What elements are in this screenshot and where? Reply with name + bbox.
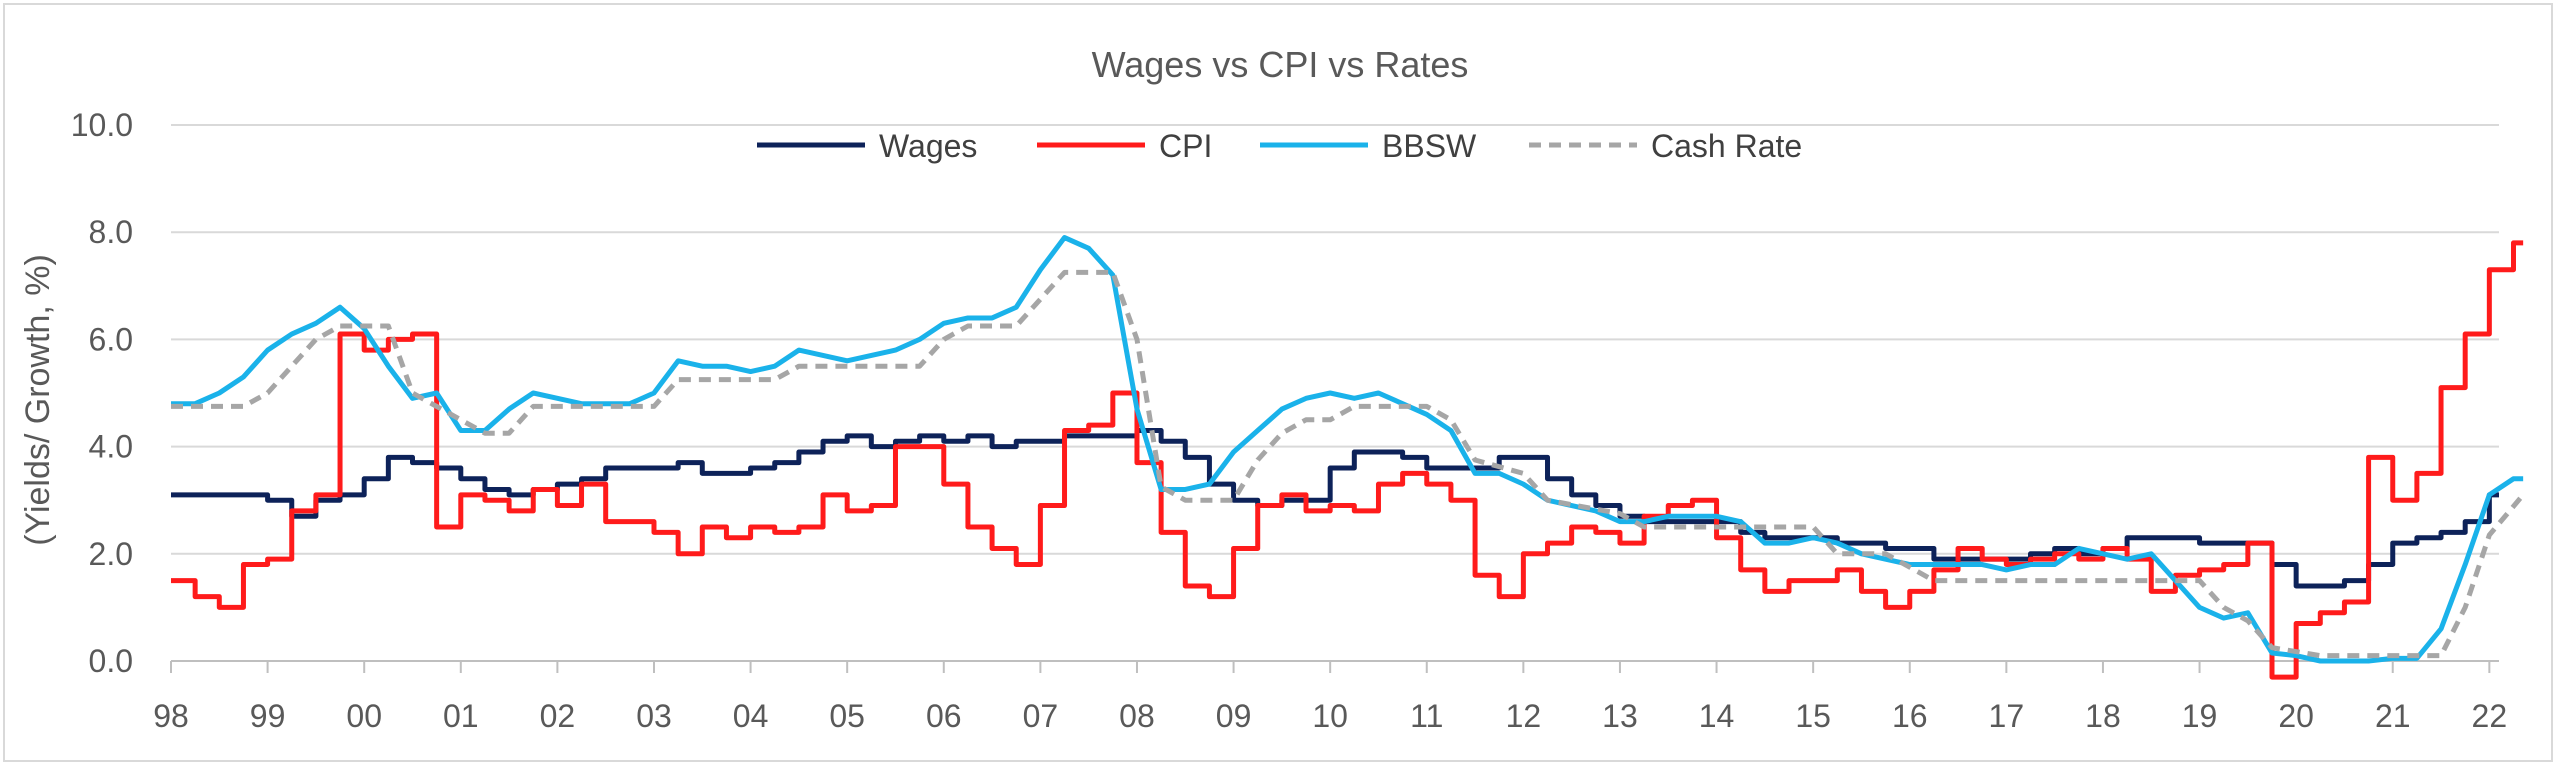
x-tick-label: 02 (540, 698, 576, 734)
legend-label: CPI (1159, 128, 1212, 164)
x-tick-label: 01 (443, 698, 479, 734)
legend-label: Wages (879, 128, 977, 164)
series-lines (171, 235, 2526, 680)
y-axis-label: (Yields/ Growth, %) (19, 254, 57, 546)
y-tick-label: 4.0 (89, 429, 133, 465)
x-tick-label: 18 (2085, 698, 2121, 734)
x-tick-label: 21 (2375, 698, 2411, 734)
y-axis-ticks: 0.0 2.0 4.0 6.0 8.0 10.0 (71, 107, 133, 679)
y-tick-label: 8.0 (89, 214, 133, 250)
line-chart: 0.0 2.0 4.0 6.0 8.0 10.0 98 99 00 01 02 03 04 05 06 07… (19, 44, 2526, 734)
x-tick-label: 03 (636, 698, 672, 734)
x-tick-label: 16 (1892, 698, 1928, 734)
x-axis: 98 99 00 01 02 03 04 05 06 07 08 09 10 11 12 13 14 15 16 17… (153, 660, 2508, 734)
y-tick-label: 6.0 (89, 321, 133, 357)
x-tick-label: 00 (346, 698, 382, 734)
x-tick-label: 15 (1795, 698, 1831, 734)
chart-title: Wages vs CPI vs Rates (1092, 44, 1469, 85)
legend-label: BBSW (1382, 128, 1477, 164)
x-tick-label: 22 (2472, 698, 2508, 734)
series-line-cpi (171, 240, 2524, 680)
x-tick-label: 04 (733, 698, 769, 734)
x-tick-label: 12 (1506, 698, 1542, 734)
series-line-cash-rate (171, 269, 2526, 659)
x-tick-label: 09 (1216, 698, 1252, 734)
x-tick-label: 17 (1989, 698, 2025, 734)
y-tick-label: 10.0 (71, 107, 133, 143)
y-tick-label: 0.0 (89, 643, 133, 679)
x-tick-label: 14 (1699, 698, 1735, 734)
x-tick-label: 07 (1023, 698, 1059, 734)
x-tick-label: 13 (1602, 698, 1638, 734)
x-tick-label: 08 (1119, 698, 1155, 734)
x-tick-label: 99 (250, 698, 286, 734)
series-line-bbsw (171, 235, 2524, 664)
legend-label: Cash Rate (1651, 128, 1802, 164)
x-tick-label: 98 (153, 698, 189, 734)
x-tick-label: 11 (1410, 698, 1443, 734)
x-tick-label: 10 (1312, 698, 1348, 734)
legend: Wages CPI BBSW Cash Rate (757, 128, 1802, 164)
chart-frame: 0.0 2.0 4.0 6.0 8.0 10.0 98 99 00 01 02 03 04 05 06 07… (3, 3, 2553, 762)
x-tick-label: 06 (926, 698, 962, 734)
x-tick-label: 19 (2182, 698, 2218, 734)
x-tick-label: 20 (2278, 698, 2314, 734)
y-tick-label: 2.0 (89, 536, 133, 572)
x-tick-label: 05 (829, 698, 865, 734)
